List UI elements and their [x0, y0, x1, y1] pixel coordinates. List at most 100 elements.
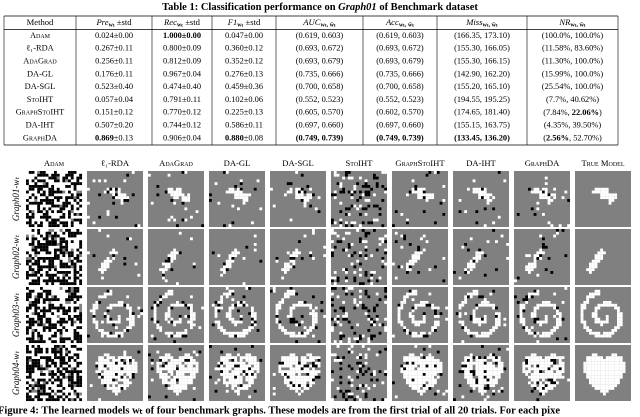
pixel: [361, 193, 365, 197]
pixel: [117, 384, 121, 388]
pixel: [26, 259, 29, 263]
pixel: [453, 398, 456, 402]
pixel: [117, 303, 121, 307]
pixel: [367, 199, 371, 202]
pixel: [98, 295, 102, 299]
pixel: [109, 373, 113, 376]
pixel: [95, 361, 99, 365]
pixel: [356, 340, 360, 344]
pixel: [45, 257, 49, 260]
pixel: [28, 224, 32, 228]
pixel: [312, 317, 315, 321]
pixel: [103, 331, 107, 335]
pixel: [414, 331, 418, 335]
pixel: [40, 179, 43, 183]
pixel: [445, 306, 449, 310]
pixel: [500, 370, 504, 374]
pixel: [420, 301, 423, 304]
pixel: [608, 199, 612, 202]
pixel: [309, 306, 313, 310]
pixel: [98, 370, 102, 374]
pixel: [353, 204, 357, 208]
pixel: [603, 193, 606, 197]
table-cell: 0.459±0.36: [225, 82, 263, 91]
pixel: [234, 356, 238, 360]
pixel: [70, 387, 74, 390]
pixel: [115, 392, 118, 396]
pixel: [295, 190, 299, 194]
pixel: [364, 353, 368, 357]
pixel: [167, 387, 171, 390]
pixel: [126, 295, 130, 299]
pixel: [420, 364, 423, 368]
pixel: [464, 370, 468, 374]
pixel: [228, 361, 232, 365]
pixel: [156, 303, 160, 307]
pixel: [417, 359, 421, 362]
table-cell: (0.735, 0.666): [296, 69, 344, 78]
pixel: [611, 364, 615, 368]
pixel: [34, 254, 38, 258]
figure-column-header: DA-IHT: [466, 158, 496, 168]
pixel: [492, 381, 496, 385]
header-main: AUC: [302, 17, 320, 27]
pixel: [231, 257, 235, 260]
pixel: [234, 370, 238, 374]
pixel: [223, 375, 226, 379]
pixel: [164, 292, 168, 296]
pixel: [59, 359, 63, 362]
pixel: [292, 257, 296, 260]
pixel: [40, 350, 43, 354]
pixel: [54, 364, 57, 368]
pixel: [306, 359, 310, 362]
pixel: [214, 182, 218, 186]
pixel: [92, 320, 96, 324]
pixel: [34, 248, 38, 252]
pixel: [442, 279, 446, 283]
pixel: [242, 361, 246, 365]
column-header: NRwₜ, w̄ₜ: [558, 17, 585, 29]
pixel: [148, 173, 151, 177]
pixel: [547, 373, 551, 376]
pixel: [373, 384, 376, 388]
pixel: [611, 370, 615, 374]
pixel: [594, 317, 598, 321]
pixel: [245, 359, 249, 362]
pixel: [26, 234, 29, 238]
pixel: [539, 389, 543, 393]
pixel: [403, 375, 407, 379]
pixel: [98, 373, 102, 376]
pixel: [31, 334, 35, 338]
pixel: [106, 257, 110, 260]
pixel: [73, 271, 77, 274]
pixel: [408, 292, 412, 296]
pixel: [486, 378, 490, 382]
pixel: [342, 317, 346, 321]
pixel: [608, 359, 612, 362]
pixel: [98, 367, 102, 371]
pixel: [123, 375, 127, 379]
pixel: [600, 187, 604, 191]
pixel: [600, 248, 604, 252]
pixel: [153, 306, 157, 310]
pixel: [103, 315, 107, 318]
pixel: [303, 196, 307, 200]
pixel: [516, 276, 520, 280]
pixel: [406, 329, 409, 332]
pixel: [231, 373, 235, 376]
pixel: [26, 381, 29, 385]
pixel: [469, 370, 473, 374]
pixel: [37, 295, 41, 299]
pixel: [178, 347, 182, 351]
pixel: [176, 334, 179, 338]
pixel: [361, 207, 365, 211]
pixel: [40, 268, 43, 272]
pixel: [40, 334, 43, 338]
pixel: [356, 207, 360, 211]
pixel: [109, 361, 113, 365]
pixel: [373, 323, 376, 327]
pixel: [431, 375, 435, 379]
pixel: [373, 218, 376, 222]
pixel: [42, 213, 46, 216]
pixel: [594, 292, 598, 296]
